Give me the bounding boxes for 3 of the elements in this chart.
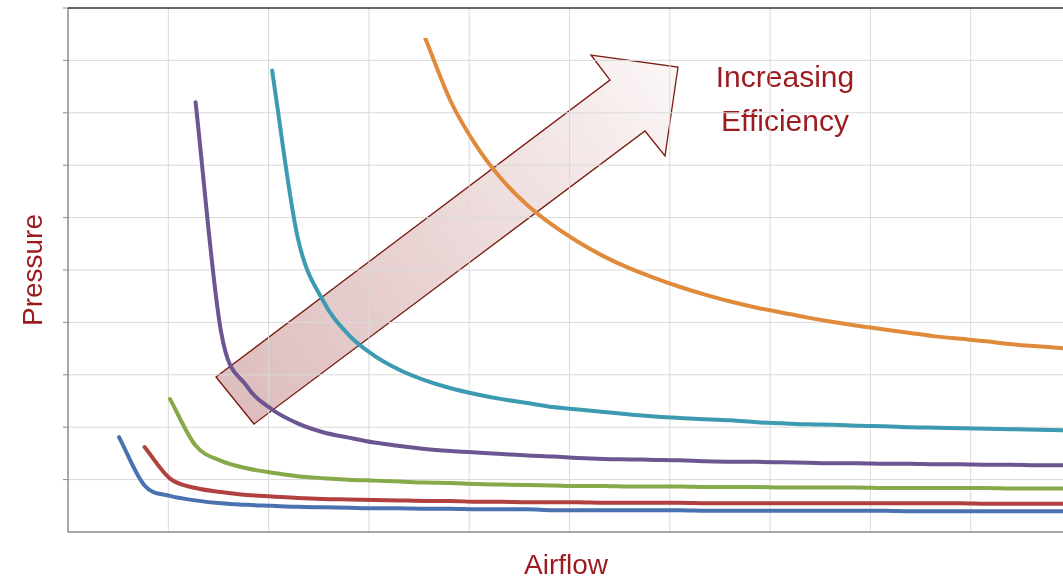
y-axis-title: Pressure bbox=[17, 213, 49, 327]
x-axis-title: Airflow bbox=[523, 549, 609, 578]
annotation: Increasing Efficiency bbox=[714, 59, 856, 139]
